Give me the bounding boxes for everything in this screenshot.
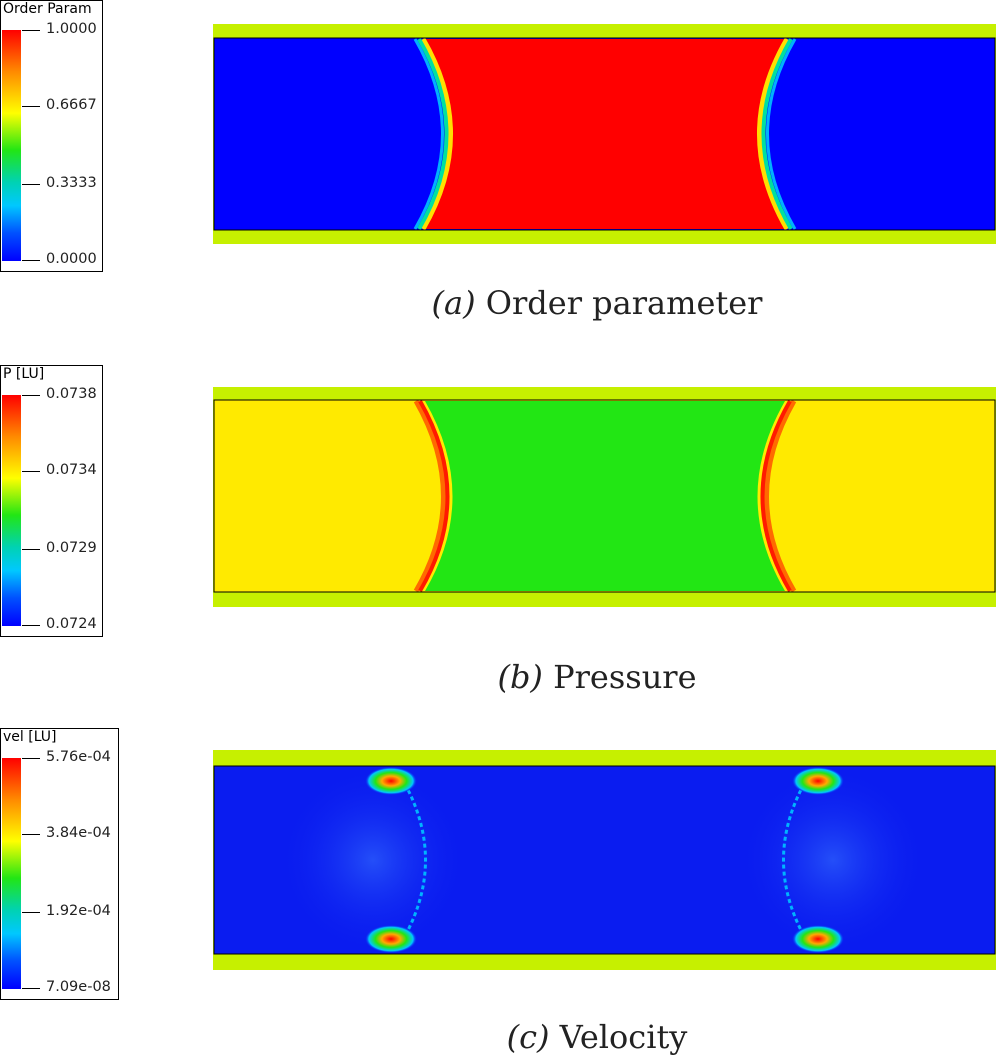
interface-orange-left bbox=[413, 399, 446, 593]
pressure-field bbox=[213, 387, 996, 607]
tick-label: 5.76e-04 bbox=[46, 749, 111, 765]
tick-mark bbox=[22, 988, 40, 989]
tick-mark bbox=[22, 549, 40, 550]
liquid-slug bbox=[423, 39, 787, 229]
tick-label: 0.3333 bbox=[46, 175, 97, 191]
pressure-plot bbox=[213, 387, 996, 607]
velocity-legend: vel [LU] 5.76e-04 3.84e-04 1.92e-04 7.09… bbox=[0, 728, 119, 1000]
caption-symbol: (a) bbox=[431, 284, 476, 322]
legend-title: Order Param bbox=[3, 1, 92, 17]
interface-yellow-right bbox=[757, 37, 790, 231]
figure-caption-c: (c) Velocity bbox=[0, 1018, 996, 1056]
interface-cyan-left bbox=[413, 38, 444, 230]
tick-label: 1.0000 bbox=[46, 21, 97, 37]
tick-mark bbox=[22, 106, 40, 107]
caption-symbol: (b) bbox=[497, 658, 543, 696]
interface-red-left bbox=[418, 400, 450, 593]
pressure-legend: P [LU] 0.0738 0.0734 0.0729 0.0724 bbox=[0, 365, 103, 637]
legend-title: P [LU] bbox=[3, 366, 45, 382]
velocity-panel: vel [LU] 5.76e-04 3.84e-04 1.92e-04 7.09… bbox=[0, 728, 996, 1064]
tick-mark bbox=[22, 625, 40, 626]
liquid-slug bbox=[425, 401, 785, 591]
order-parameter-field bbox=[213, 24, 996, 244]
tick-label: 0.0000 bbox=[46, 251, 97, 267]
interface-cyan-right bbox=[766, 38, 797, 230]
tick-label: 3.84e-04 bbox=[46, 825, 111, 841]
interface-green-right bbox=[761, 37, 793, 231]
tick-label: 0.0734 bbox=[46, 462, 97, 478]
tick-label: 1.92e-04 bbox=[46, 903, 111, 919]
velocity-plot bbox=[213, 750, 996, 970]
order-parameter-plot bbox=[213, 24, 996, 244]
hotspot-right-top bbox=[792, 767, 844, 795]
colorbar bbox=[2, 30, 21, 261]
caption-text: Order parameter bbox=[485, 284, 763, 322]
tick-mark bbox=[22, 30, 40, 31]
colorbar bbox=[2, 758, 21, 989]
legend-title: vel [LU] bbox=[3, 729, 57, 745]
interface-orange-right bbox=[764, 399, 797, 593]
hotspot-left-bottom bbox=[365, 925, 417, 953]
tick-mark bbox=[22, 260, 40, 261]
tick-label: 0.0729 bbox=[46, 540, 97, 556]
tick-label: 0.0738 bbox=[46, 386, 97, 402]
interface-left bbox=[396, 771, 427, 949]
interface-right bbox=[782, 771, 813, 949]
hotspot-right-bottom bbox=[792, 925, 844, 953]
interface-yellow-left bbox=[420, 37, 453, 231]
tick-mark bbox=[22, 395, 40, 396]
interface-red-right bbox=[760, 400, 792, 593]
order-parameter-panel: Order Param 1.0000 0.6667 0.3333 0.0000 bbox=[0, 0, 996, 335]
figure-caption-b: (b) Pressure bbox=[0, 658, 996, 696]
figure-caption-a: (a) Order parameter bbox=[0, 284, 996, 322]
colorbar bbox=[2, 395, 21, 626]
caption-text: Pressure bbox=[553, 658, 697, 696]
hotspot-left-top bbox=[365, 767, 417, 795]
caption-symbol: (c) bbox=[506, 1018, 550, 1056]
tick-mark bbox=[22, 834, 40, 835]
tick-mark bbox=[22, 471, 40, 472]
flow-haze-left bbox=[278, 765, 468, 955]
pressure-panel: P [LU] 0.0738 0.0734 0.0729 0.0724 (b) P… bbox=[0, 365, 996, 705]
flow-haze-right bbox=[738, 765, 928, 955]
tick-label: 0.0724 bbox=[46, 616, 97, 632]
tick-mark bbox=[22, 912, 40, 913]
order-parameter-legend: Order Param 1.0000 0.6667 0.3333 0.0000 bbox=[0, 0, 103, 272]
tick-mark bbox=[22, 758, 40, 759]
velocity-field bbox=[213, 750, 996, 970]
tick-mark bbox=[22, 184, 40, 185]
interface-green-left bbox=[417, 37, 449, 231]
tick-label: 0.6667 bbox=[46, 97, 97, 113]
caption-text: Velocity bbox=[559, 1018, 688, 1056]
tick-label: 7.09e-08 bbox=[46, 979, 111, 995]
